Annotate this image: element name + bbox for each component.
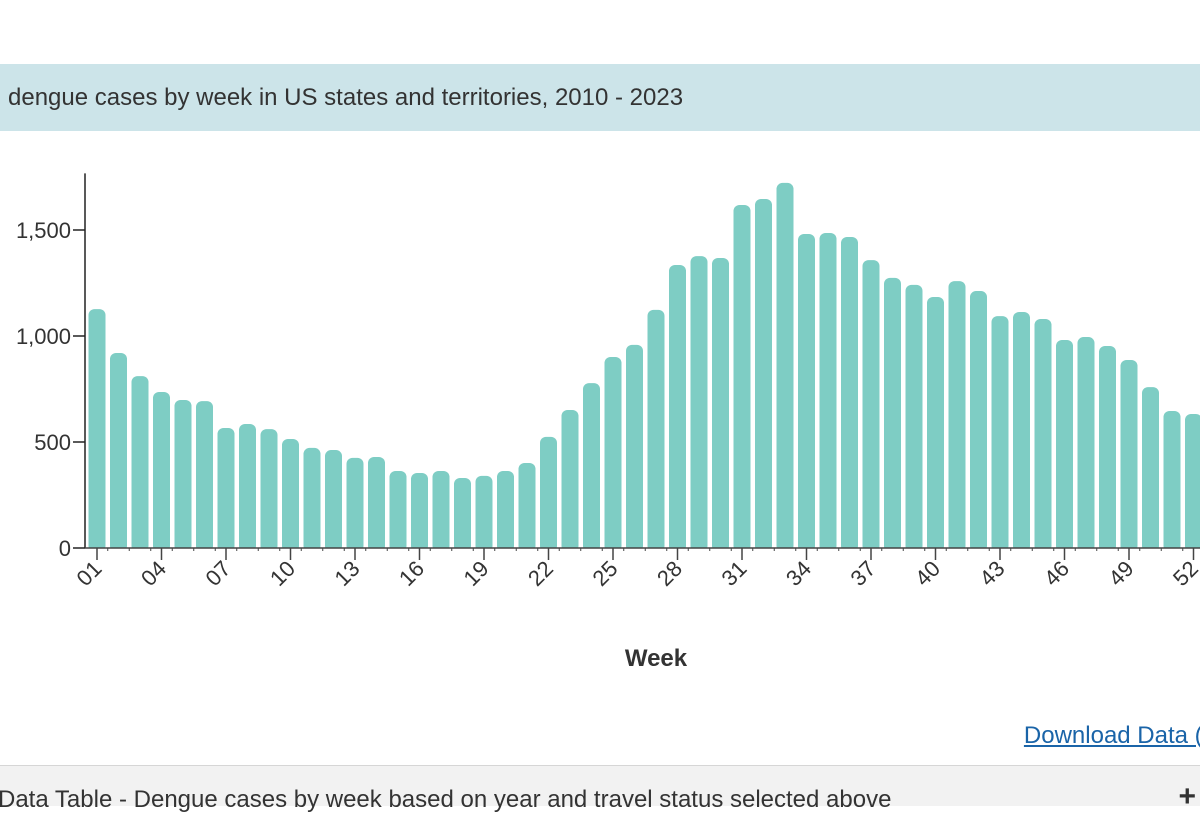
bar-week-15[interactable] — [389, 471, 407, 552]
bar-week-17[interactable] — [432, 471, 450, 552]
bar-week-02[interactable] — [110, 352, 127, 552]
bar-week-11[interactable] — [303, 447, 321, 552]
x-tick-label: 13 — [330, 556, 365, 591]
bar-week-37[interactable] — [862, 260, 880, 552]
bar-week-16[interactable] — [411, 472, 428, 552]
bar-week-19[interactable] — [475, 475, 493, 552]
x-tick-label: 10 — [265, 556, 300, 591]
bar-week-05[interactable] — [174, 400, 192, 552]
bar-week-46[interactable] — [1056, 340, 1073, 552]
bar-week-26[interactable] — [626, 344, 643, 552]
chart-title-bar: l dengue cases by week in US states and … — [0, 64, 1200, 131]
bar-week-12[interactable] — [325, 450, 342, 552]
bar-week-29[interactable] — [690, 256, 708, 552]
download-data-link[interactable]: Download Data (C — [1023, 722, 1200, 749]
x-tick-label: 37 — [846, 556, 881, 591]
bar-week-34[interactable] — [798, 234, 815, 552]
bar-week-10[interactable] — [282, 439, 299, 552]
bar-week-49[interactable] — [1120, 359, 1138, 552]
bar-week-07[interactable] — [217, 428, 235, 552]
bar-week-50[interactable] — [1142, 387, 1159, 552]
bar-week-28[interactable] — [669, 264, 686, 552]
y-tick-label: 1,500 — [16, 218, 71, 243]
x-tick-label: 16 — [394, 556, 429, 591]
x-tick-label: 22 — [523, 556, 558, 591]
x-tick-label: 34 — [781, 556, 816, 591]
bar-week-47[interactable] — [1077, 337, 1095, 552]
bar-week-42[interactable] — [970, 291, 987, 552]
bar-week-41[interactable] — [948, 281, 966, 552]
bar-week-01[interactable] — [88, 309, 106, 552]
y-tick-label: 1,000 — [16, 324, 71, 349]
baseline-mask — [85, 548, 1200, 554]
x-tick-label: 43 — [975, 556, 1010, 591]
bar-week-13[interactable] — [346, 457, 364, 552]
bar-week-35[interactable] — [819, 232, 837, 552]
bar-week-14[interactable] — [368, 457, 385, 552]
bar-week-23[interactable] — [561, 409, 579, 552]
x-axis: 01 04 07 10 13 16 19 22 25 28 31 34 37 40 43 46 49 52 — [72, 547, 1200, 591]
bar-week-39[interactable] — [905, 284, 923, 552]
bar-week-31[interactable] — [733, 204, 751, 552]
x-tick-label: 46 — [1039, 556, 1074, 591]
x-tick-label: 01 — [72, 556, 107, 591]
plus-icon[interactable]: + — [1178, 780, 1196, 813]
x-tick-label: 52 — [1168, 556, 1200, 591]
bar-week-27[interactable] — [647, 309, 665, 552]
x-axis-title: Week — [625, 645, 688, 672]
bar-week-04[interactable] — [153, 391, 170, 552]
y-tick-label: 0 — [59, 536, 71, 561]
x-tick-label: 28 — [652, 556, 687, 591]
bar-week-25[interactable] — [604, 356, 622, 552]
x-tick-label: 19 — [459, 556, 494, 591]
bar-week-03[interactable] — [131, 376, 149, 552]
y-axis: 0 500 1,000 1,500 — [16, 173, 86, 561]
x-tick-label: 31 — [717, 556, 752, 591]
chart-title: l dengue cases by week in US states and … — [0, 84, 684, 111]
bar-week-40[interactable] — [927, 296, 944, 552]
bar-week-51[interactable] — [1163, 411, 1181, 552]
bars-group — [85, 182, 1200, 554]
bar-week-44[interactable] — [1013, 312, 1030, 552]
bar-week-48[interactable] — [1099, 345, 1116, 552]
bar-week-06[interactable] — [196, 401, 213, 552]
bar-week-20[interactable] — [497, 471, 514, 552]
bar-week-38[interactable] — [884, 277, 901, 552]
bar-week-30[interactable] — [712, 257, 729, 552]
bar-week-45[interactable] — [1034, 319, 1052, 552]
x-tick-label: 04 — [136, 556, 171, 591]
x-tick-label: 40 — [910, 556, 945, 591]
bar-week-43[interactable] — [991, 316, 1009, 552]
bar-week-22[interactable] — [540, 436, 557, 552]
x-tick-label: 25 — [588, 556, 623, 591]
data-table-label: Data Table - Dengue cases by week based … — [0, 786, 892, 813]
x-tick-label: 49 — [1104, 556, 1139, 591]
bar-week-36[interactable] — [841, 236, 858, 552]
x-tick-label: 07 — [201, 556, 236, 591]
bar-week-21[interactable] — [518, 462, 536, 552]
bar-week-33[interactable] — [776, 182, 794, 552]
bar-week-32[interactable] — [755, 199, 772, 552]
y-tick-label: 500 — [34, 430, 71, 455]
bar-chart: 0 500 1,000 1,500 01 04 07 10 13 16 19 22 25 28 31 34 3… — [16, 173, 1200, 672]
bar-week-08[interactable] — [239, 423, 256, 552]
bar-week-24[interactable] — [583, 383, 600, 552]
bar-week-09[interactable] — [260, 429, 278, 552]
bar-week-52[interactable] — [1185, 414, 1200, 552]
bar-week-18[interactable] — [454, 478, 471, 552]
